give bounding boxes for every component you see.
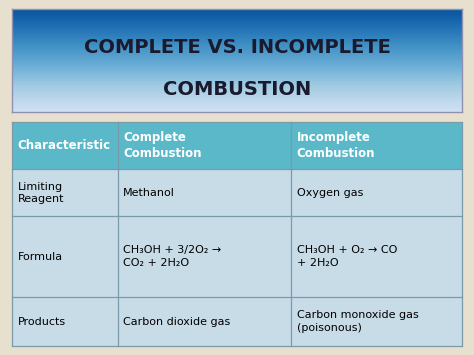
Text: Products: Products bbox=[18, 317, 66, 327]
Text: COMBUSTION: COMBUSTION bbox=[163, 80, 311, 99]
Text: Carbon dioxide gas: Carbon dioxide gas bbox=[123, 317, 231, 327]
Text: CH₃OH + 3/2O₂ →
CO₂ + 2H₂O: CH₃OH + 3/2O₂ → CO₂ + 2H₂O bbox=[123, 245, 222, 268]
Text: Characteristic: Characteristic bbox=[18, 140, 110, 152]
Text: Carbon monoxide gas
(poisonous): Carbon monoxide gas (poisonous) bbox=[297, 310, 419, 333]
Text: Complete
Combustion: Complete Combustion bbox=[123, 131, 202, 160]
Text: Incomplete
Combustion: Incomplete Combustion bbox=[297, 131, 375, 160]
Text: Methanol: Methanol bbox=[123, 188, 175, 198]
Text: CH₃OH + O₂ → CO
+ 2H₂O: CH₃OH + O₂ → CO + 2H₂O bbox=[297, 245, 397, 268]
Text: Limiting
Reagent: Limiting Reagent bbox=[18, 181, 64, 204]
Text: Oxygen gas: Oxygen gas bbox=[297, 188, 363, 198]
Text: Formula: Formula bbox=[18, 252, 63, 262]
Text: COMPLETE VS. INCOMPLETE: COMPLETE VS. INCOMPLETE bbox=[83, 38, 391, 58]
